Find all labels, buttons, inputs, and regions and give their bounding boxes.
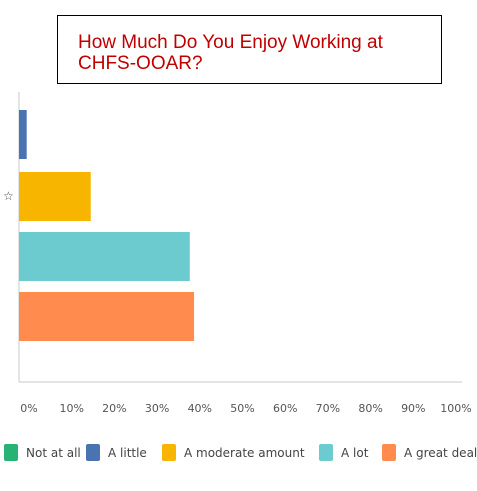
x-tick-label: 30% (145, 402, 169, 415)
chart-title: How Much Do You Enjoy Working at CHFS-OO… (78, 32, 383, 74)
legend-label-a-great-deal: A great deal (404, 446, 477, 460)
legend-label-not-at-all: Not at all (26, 446, 81, 460)
x-axis-ticks: 0% 10% 20% 30% 40% 50% 60% 70% 80% 90% 100% (20, 402, 471, 415)
x-tick-label: 40% (188, 402, 212, 415)
star-outline-icon[interactable]: ☆ (3, 189, 14, 203)
legend-label-a-moderate-amount: A moderate amount (184, 446, 305, 460)
x-tick-label: 80% (358, 402, 382, 415)
legend-label-a-little: A little (108, 446, 147, 460)
x-tick-label: 20% (102, 402, 126, 415)
x-tick-label: 100% (440, 402, 471, 415)
legend-swatch-a-little[interactable] (86, 444, 100, 461)
x-tick-label: 0% (20, 402, 37, 415)
bar-a-great-deal[interactable] (19, 292, 195, 341)
legend-label-a-lot: A lot (341, 446, 369, 460)
bar-a-lot[interactable] (19, 232, 190, 281)
x-tick-label: 70% (316, 402, 340, 415)
legend-swatch-not-at-all[interactable] (4, 444, 18, 461)
x-tick-label: 60% (273, 402, 297, 415)
chart-title-box: How Much Do You Enjoy Working at CHFS-OO… (57, 15, 442, 84)
bar-a-moderate-amount[interactable] (19, 172, 91, 221)
bar-a-little[interactable] (19, 110, 27, 159)
legend-swatch-a-great-deal[interactable] (382, 444, 396, 461)
legend-swatch-a-moderate-amount[interactable] (162, 444, 176, 461)
x-tick-label: 90% (401, 402, 425, 415)
x-tick-label: 50% (230, 402, 254, 415)
legend: Not at all A little A moderate amount A lot… (4, 444, 477, 461)
legend-swatch-a-lot[interactable] (319, 444, 333, 461)
x-tick-label: 10% (59, 402, 83, 415)
bars-layer (19, 110, 195, 341)
